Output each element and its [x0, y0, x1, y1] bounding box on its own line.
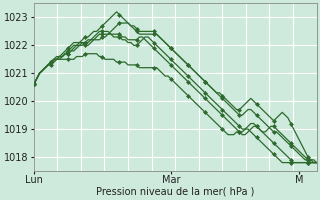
- X-axis label: Pression niveau de la mer( hPa ): Pression niveau de la mer( hPa ): [96, 187, 254, 197]
